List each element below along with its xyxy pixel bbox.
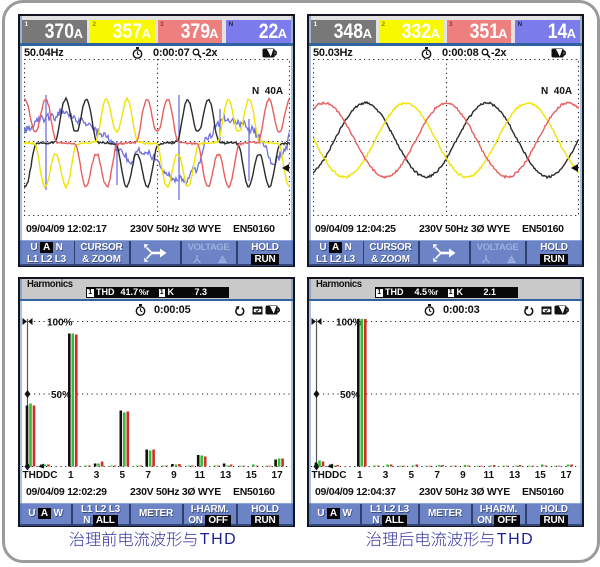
svg-text:15: 15	[246, 470, 258, 481]
svg-text:3: 3	[383, 470, 389, 481]
svg-text:3: 3	[94, 470, 100, 481]
svg-text:7: 7	[145, 470, 151, 481]
svg-text:THDDC: THDDC	[23, 470, 58, 481]
svg-text:17: 17	[561, 470, 573, 481]
svg-text:15: 15	[535, 470, 547, 481]
svg-text:50%: 50%	[340, 390, 360, 401]
svg-text:5: 5	[120, 470, 126, 481]
svg-text:100%: 100%	[47, 318, 73, 329]
svg-text:1: 1	[357, 470, 363, 481]
svg-text:17: 17	[272, 470, 284, 481]
svg-text:13: 13	[509, 470, 521, 481]
svg-text:7: 7	[434, 470, 440, 481]
svg-text:50%: 50%	[51, 390, 71, 401]
svg-text:11: 11	[195, 470, 206, 481]
svg-text:13: 13	[220, 470, 232, 481]
svg-text:5: 5	[409, 470, 415, 481]
svg-text:100%: 100%	[336, 318, 362, 329]
svg-text:THDDC: THDDC	[312, 470, 347, 481]
svg-text:9: 9	[460, 470, 466, 481]
svg-text:1: 1	[68, 470, 74, 481]
svg-text:9: 9	[171, 470, 177, 481]
svg-text:11: 11	[484, 470, 495, 481]
